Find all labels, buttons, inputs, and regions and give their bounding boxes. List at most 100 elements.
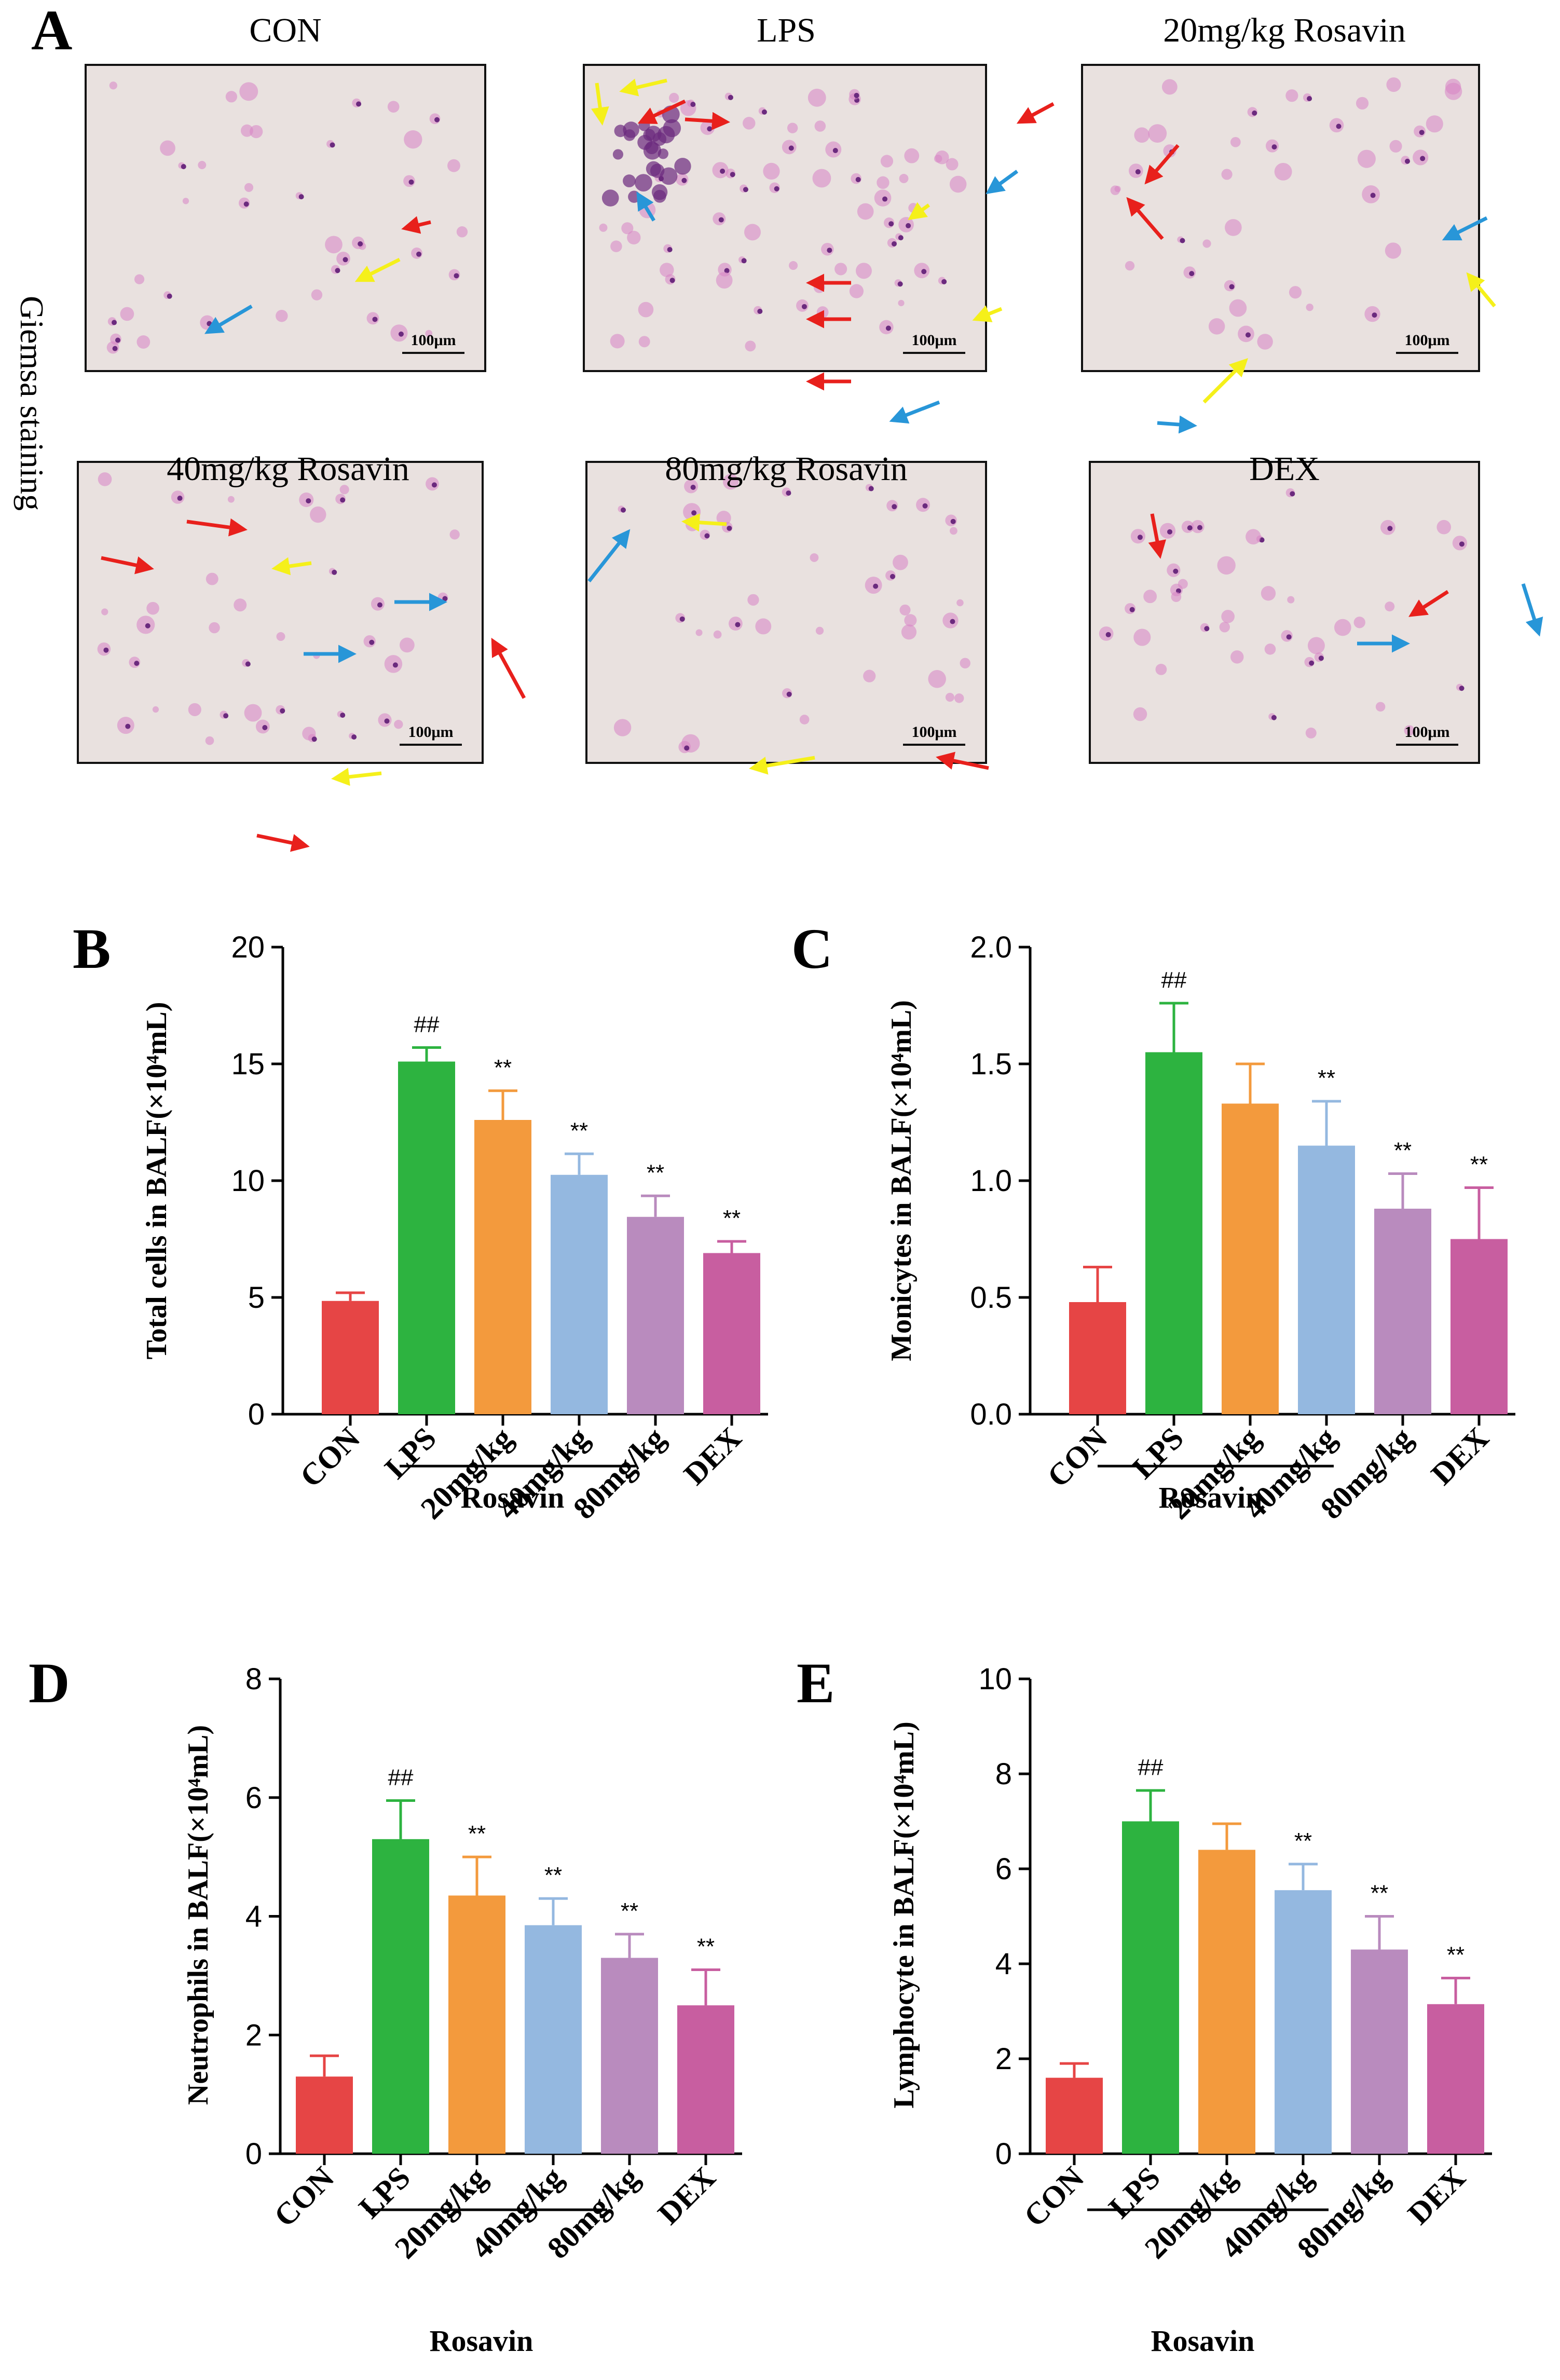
cell-nucleus — [1252, 110, 1257, 116]
stained-cell — [743, 117, 756, 130]
stained-cell — [206, 572, 218, 585]
cell-nucleus — [1204, 626, 1210, 632]
stained-cell — [857, 203, 874, 220]
panel-letter: B — [73, 917, 111, 980]
stained-cell — [1178, 579, 1188, 589]
y-tick-label: 8 — [995, 1757, 1012, 1791]
bar-20mg-kg — [474, 1120, 531, 1414]
blue-arrow — [204, 304, 253, 334]
cell-nucleus — [1286, 634, 1292, 640]
stained-cell — [1274, 162, 1292, 181]
stained-cell — [747, 594, 759, 606]
significance-marker: ** — [1394, 1138, 1412, 1164]
scale-bar-label: 100μm — [1405, 723, 1450, 741]
stained-cell — [1353, 617, 1365, 628]
stained-cell — [1134, 127, 1150, 143]
stained-cell — [205, 736, 214, 745]
bar-40mg-kg — [1298, 1145, 1355, 1414]
y-tick-label: 6 — [995, 1852, 1012, 1886]
cell-cluster — [674, 158, 691, 175]
bar-con — [1069, 1302, 1126, 1414]
cell-nucleus — [667, 247, 673, 252]
cell-nucleus — [1271, 144, 1277, 150]
stained-cell — [160, 140, 175, 156]
chart-panel-b: B 0 5 10 15 20 Total cells in BALF(×10⁴mL) CON L… — [73, 917, 768, 1526]
micrograph-frame — [583, 64, 987, 372]
stained-cell — [1229, 299, 1247, 317]
stained-cell — [239, 82, 258, 101]
yellow-arrow — [1202, 358, 1248, 404]
cell-nucleus — [298, 194, 304, 200]
cell-nucleus — [280, 708, 285, 714]
cell-nucleus — [891, 241, 897, 247]
red-arrow — [1144, 144, 1180, 185]
stained-cell — [250, 125, 263, 139]
scale-bar-label: 100μm — [912, 332, 957, 349]
x-category-label: LPS — [1102, 2160, 1167, 2225]
cell-nucleus — [690, 102, 696, 107]
cell-nucleus — [1271, 715, 1277, 720]
cell-nucleus — [103, 647, 109, 653]
cell-nucleus — [832, 148, 838, 154]
cell-nucleus — [434, 117, 440, 122]
cell-nucleus — [335, 268, 340, 273]
cell-nucleus — [167, 293, 172, 299]
blue-arrow — [986, 170, 1019, 195]
x-category-label: DEX — [677, 1421, 748, 1492]
cell-nucleus — [855, 177, 861, 183]
red-arrow — [936, 751, 989, 770]
cell-nucleus — [898, 235, 904, 241]
blue-arrow — [1521, 583, 1543, 637]
significance-marker: ** — [494, 1055, 512, 1080]
cell-nucleus — [1370, 193, 1376, 198]
micrograph-frame — [1081, 64, 1480, 372]
cell-nucleus — [343, 257, 348, 263]
y-tick-label: 6 — [245, 1781, 262, 1815]
significance-marker: ** — [1371, 1881, 1388, 1906]
y-axis-label: Monicytes in BALF(×10⁴mL) — [885, 1000, 918, 1361]
bar-40mg-kg — [551, 1174, 608, 1414]
stained-cell — [1171, 592, 1182, 603]
cell-nucleus — [134, 661, 140, 666]
stained-cell — [152, 706, 159, 713]
cell-nucleus — [454, 273, 459, 279]
y-tick-label: 2 — [245, 2018, 262, 2052]
y-tick-label: 5 — [248, 1281, 265, 1315]
significance-marker: ** — [468, 1821, 486, 1846]
stained-cell — [1161, 79, 1178, 95]
cell-nucleus — [115, 337, 120, 343]
stained-cell — [849, 284, 864, 298]
stained-cell — [1289, 286, 1302, 299]
red-arrow — [1016, 102, 1055, 124]
cell-nucleus — [690, 485, 696, 490]
stained-cell — [120, 307, 134, 321]
stained-cell — [1208, 318, 1225, 335]
cell-nucleus — [941, 279, 947, 284]
stained-cell — [1356, 97, 1369, 110]
cell-nucleus — [262, 724, 268, 730]
cell-nucleus — [774, 186, 779, 192]
cell-nucleus — [1307, 95, 1312, 101]
stained-cell — [1404, 725, 1415, 736]
micrograph-3: 100μm 20mg/kg Rosavin — [1081, 11, 1496, 434]
stained-cell — [1230, 136, 1241, 147]
cell-nucleus — [1180, 238, 1185, 243]
cell-nucleus — [372, 317, 378, 322]
bar-80mg-kg — [1351, 1949, 1408, 2154]
yellow-arrow — [1466, 272, 1496, 308]
stained-cell — [227, 496, 235, 503]
y-axis-label: Total cells in BALF(×10⁴mL) — [141, 1002, 173, 1359]
stained-cell — [610, 240, 622, 252]
cell-nucleus — [1309, 660, 1315, 666]
stained-cell — [1261, 586, 1276, 601]
stained-cell — [244, 183, 254, 192]
stained-cell — [638, 336, 650, 348]
stained-cell — [954, 693, 964, 703]
cell-nucleus — [358, 241, 363, 247]
cell-nucleus — [1173, 568, 1179, 574]
bar-40mg-kg — [1275, 1890, 1332, 2154]
stained-cell — [276, 309, 288, 322]
cell-nucleus — [724, 268, 730, 273]
stained-cell — [244, 704, 262, 722]
